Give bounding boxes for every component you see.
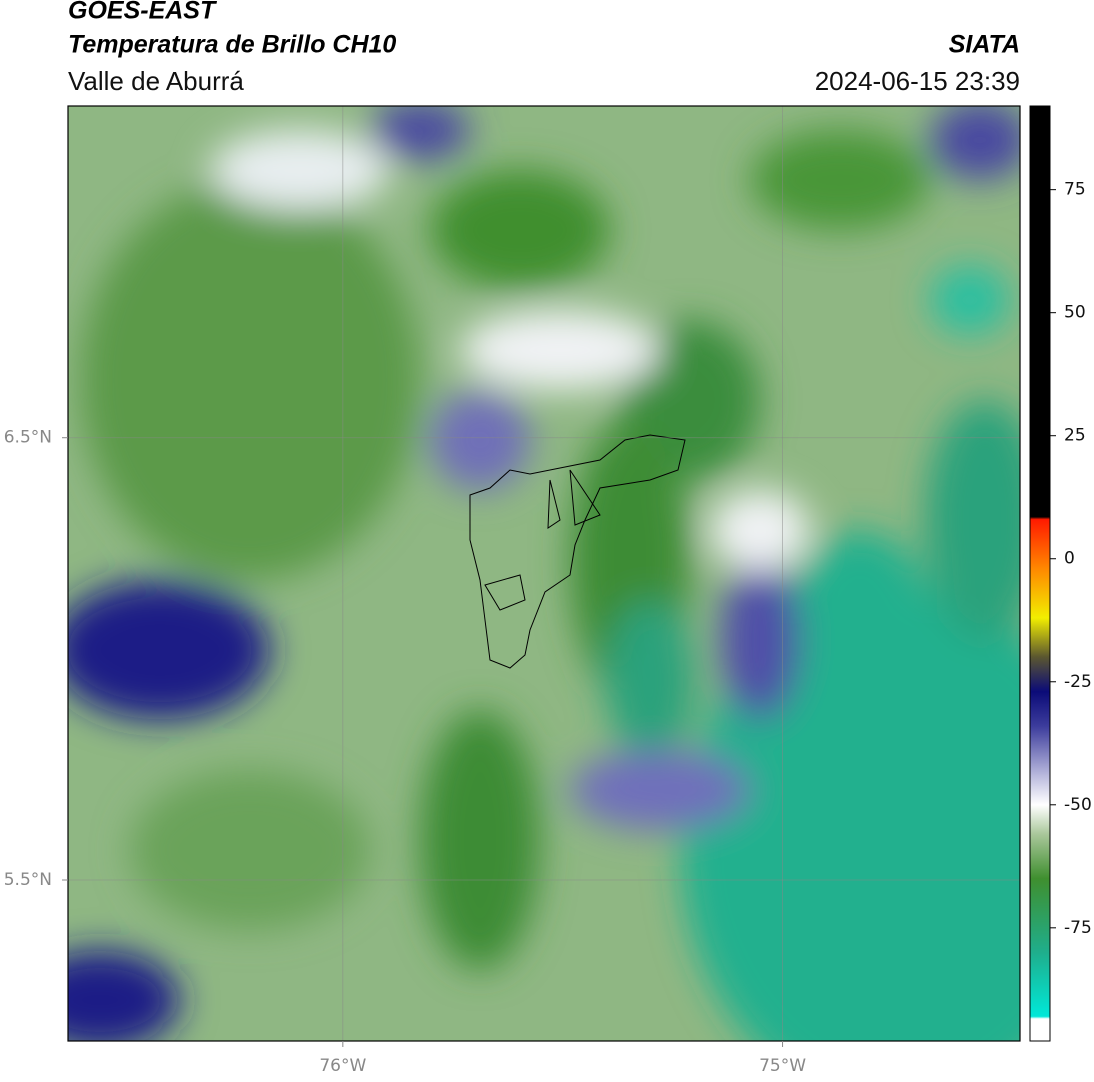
colorbar-tick-label: 25	[1064, 426, 1086, 446]
x-tick-label: 76°W	[319, 1056, 366, 1076]
region: Valle de Aburrá	[68, 66, 244, 96]
colorbar-tick-label: -50	[1064, 795, 1092, 815]
subtitle: Temperatura de Brillo CH10	[68, 31, 396, 59]
satellite-image	[68, 106, 1020, 1041]
colorbar-tick-label: 75	[1064, 180, 1086, 200]
timestamp: 2024-06-15 23:39	[815, 66, 1020, 96]
y-tick-label: 5.5°N	[4, 870, 52, 890]
y-tick-label: 6.5°N	[4, 428, 52, 448]
colorbar-tick-label: -25	[1064, 672, 1092, 692]
colorbar-tick-label: -75	[1064, 918, 1092, 938]
colorbar	[1029, 105, 1051, 1042]
colorbar-tick-label: 50	[1064, 303, 1086, 323]
map-frame	[67, 105, 1021, 1042]
title: GOES-EAST	[68, 0, 218, 25]
x-tick-label: 75°W	[759, 1056, 806, 1076]
source: SIATA	[949, 31, 1020, 59]
colorbar-tick-label: 0	[1064, 549, 1075, 569]
